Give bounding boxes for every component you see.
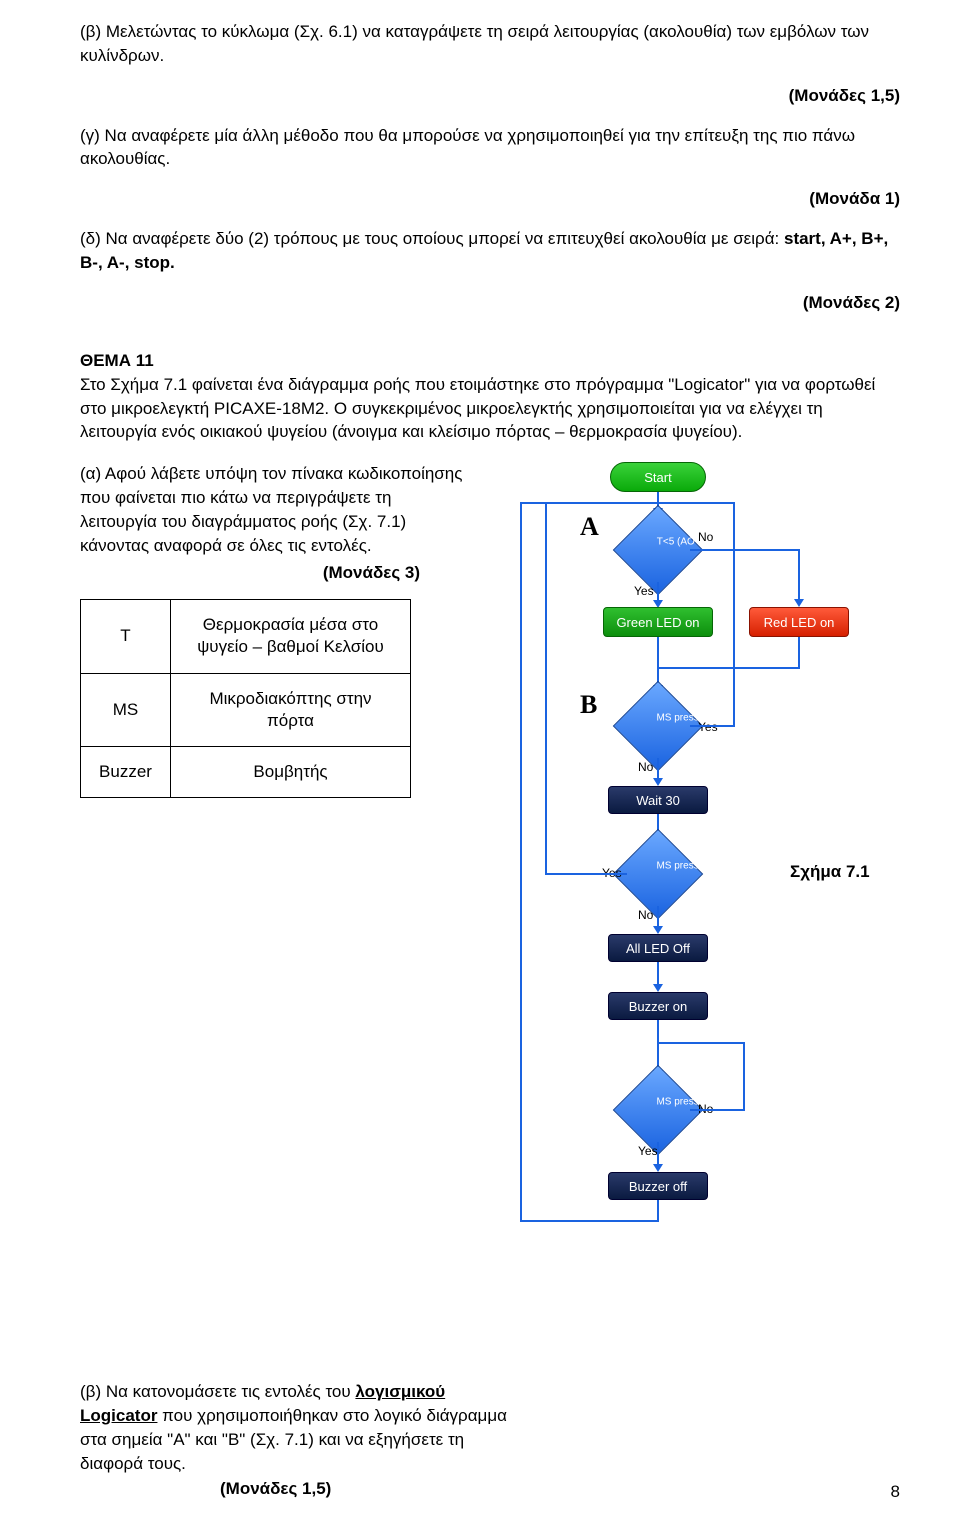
- para-delta-text: (δ) Να αναφέρετε δύο (2) τρόπους με τους…: [80, 229, 784, 248]
- fc-no-label: No: [638, 908, 653, 922]
- fc-line: [520, 1220, 659, 1222]
- table-val: Βομβητής: [171, 746, 411, 797]
- para-beta: (β) Μελετώντας το κύκλωμα (Σχ. 6.1) να κ…: [80, 20, 900, 68]
- fc-decision-b3: MS pressed?: [626, 1078, 690, 1142]
- fc-line: [657, 1200, 659, 1220]
- fc-decision-b2-label: MS pressed?: [641, 861, 731, 872]
- table-key: Buzzer: [81, 746, 171, 797]
- points-alpha: (Μονάδες 3): [80, 563, 470, 583]
- table-row: MS Μικροδιακόπτης στην πόρτα: [81, 673, 411, 746]
- fc-line: [690, 549, 800, 551]
- fc-buzzer-on: Buzzer on: [608, 992, 708, 1020]
- table-key: T: [81, 600, 171, 673]
- fc-arrowhead: [653, 1164, 663, 1172]
- alpha-para: (α) Αφού λάβετε υπόψη τον πίνακα κωδικοπ…: [80, 462, 470, 557]
- flowchart: Start A T<5 (AO<50) No Yes Green LE: [490, 462, 920, 1332]
- para-delta: (δ) Να αναφέρετε δύο (2) τρόπους με τους…: [80, 227, 900, 275]
- fc-yes-label: Yes: [698, 720, 718, 734]
- fc-line: [520, 502, 522, 1222]
- fc-line: [690, 725, 735, 727]
- fc-line: [657, 906, 659, 928]
- fc-red-led: Red LED on: [749, 607, 849, 637]
- fc-label-a: A: [580, 512, 599, 542]
- fc-decision-b1: MS pressed?: [626, 694, 690, 758]
- fc-start: Start: [610, 462, 706, 492]
- fc-arrowhead: [653, 984, 663, 992]
- para-gamma: (γ) Να αναφέρετε μία άλλη μέθοδο που θα …: [80, 124, 900, 172]
- beta2-pre: (β) Να κατονομάσετε τις εντολές του: [80, 1382, 355, 1401]
- points-delta: (Μονάδες 2): [80, 293, 900, 313]
- fc-line: [545, 502, 547, 875]
- fc-buzzer-off: Buzzer off: [608, 1172, 708, 1200]
- fc-line: [657, 1142, 659, 1166]
- table-val: Θερμοκρασία μέσα στο ψυγείο – βαθμοί Κελ…: [171, 600, 411, 673]
- fc-no-label: No: [638, 760, 653, 774]
- fc-line: [657, 758, 659, 780]
- thema11-heading: ΘΕΜΑ 11: [80, 351, 900, 371]
- fc-all-led-off: All LED Off: [608, 934, 708, 962]
- fc-arrowhead: [653, 778, 663, 786]
- points-gamma: (Μονάδα 1): [80, 189, 900, 209]
- fc-yes-label: Yes: [638, 1144, 658, 1158]
- table-val: Μικροδιακόπτης στην πόρτα: [171, 673, 411, 746]
- fc-line: [657, 962, 659, 986]
- fc-line: [545, 873, 627, 875]
- fc-no-label: No: [698, 530, 713, 544]
- fc-line: [545, 502, 657, 504]
- table-row: Buzzer Βομβητής: [81, 746, 411, 797]
- fc-wait: Wait 30: [608, 786, 708, 814]
- figure-caption: Σχήμα 7.1: [790, 862, 870, 882]
- fc-line: [690, 1109, 745, 1111]
- fc-arrowhead: [794, 599, 804, 607]
- fc-line: [658, 667, 800, 669]
- coding-table: T Θερμοκρασία μέσα στο ψυγείο – βαθμοί Κ…: [80, 599, 411, 797]
- points-beta: (Μονάδες 1,5): [80, 86, 900, 106]
- table-row: T Θερμοκρασία μέσα στο ψυγείο – βαθμοί Κ…: [81, 600, 411, 673]
- fc-line: [798, 549, 800, 601]
- fc-line: [798, 637, 800, 667]
- table-key: MS: [81, 673, 171, 746]
- page-number: 8: [891, 1482, 900, 1502]
- fc-line: [733, 502, 735, 727]
- beta2-para: (β) Να κατονομάσετε τις εντολές του λογι…: [80, 1380, 510, 1475]
- fc-decision-a: T<5 (AO<50): [626, 518, 690, 582]
- fc-line: [659, 1042, 745, 1044]
- points-beta2: (Μονάδες 1,5): [80, 1479, 510, 1499]
- fc-green-led: Green LED on: [603, 607, 713, 637]
- thema11-body: Στο Σχήμα 7.1 φαίνεται ένα διάγραμμα ροή…: [80, 373, 900, 444]
- fc-arrowhead: [653, 926, 663, 934]
- fc-line: [520, 502, 546, 504]
- fc-line: [659, 502, 735, 504]
- fc-yes-label: Yes: [634, 584, 654, 598]
- fc-decision-b2: MS pressed?: [626, 842, 690, 906]
- fc-label-b: B: [580, 690, 597, 720]
- fc-decision-b3-label: MS pressed?: [641, 1097, 731, 1108]
- fc-line: [743, 1042, 745, 1111]
- fc-decision-a-label: T<5 (AO<50): [641, 537, 731, 548]
- fc-line: [657, 582, 659, 602]
